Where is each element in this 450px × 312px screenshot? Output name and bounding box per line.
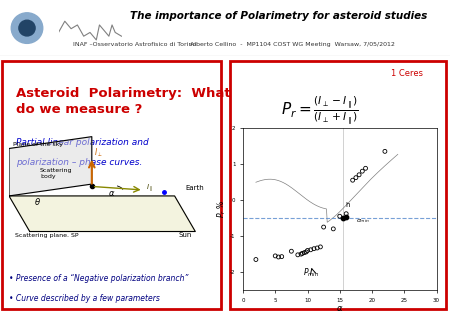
- Polygon shape: [9, 196, 195, 232]
- Circle shape: [11, 13, 43, 43]
- Text: $I_\perp$: $I_\perp$: [94, 147, 103, 159]
- Point: [359, 169, 366, 174]
- Text: $\alpha$: $\alpha$: [108, 189, 116, 198]
- Text: Asteroid  Polarimetry:  What
do we measure ?: Asteroid Polarimetry: What do we measure…: [16, 87, 230, 116]
- Point: [278, 254, 285, 259]
- Text: • Curve described by a few parameters: • Curve described by a few parameters: [9, 294, 160, 303]
- Point: [252, 257, 260, 262]
- Text: $\sigma_{min}$: $\sigma_{min}$: [356, 217, 370, 225]
- Text: Plane of the sky: Plane of the sky: [13, 142, 63, 147]
- Text: $\theta$: $\theta$: [34, 197, 41, 207]
- Y-axis label: $P_r$ %: $P_r$ %: [216, 200, 229, 218]
- Point: [275, 255, 282, 260]
- Text: Partial linear polarization and: Partial linear polarization and: [16, 138, 149, 147]
- Point: [310, 246, 318, 251]
- Point: [301, 250, 308, 255]
- Text: Scattering
body: Scattering body: [40, 168, 72, 179]
- Text: 1 Ceres: 1 Ceres: [391, 69, 423, 78]
- Circle shape: [19, 20, 35, 36]
- Text: Scattering plane. SP: Scattering plane. SP: [15, 233, 79, 238]
- Point: [307, 247, 314, 252]
- Text: $P_{min}$: $P_{min}$: [302, 267, 319, 279]
- Point: [297, 251, 305, 256]
- Polygon shape: [9, 137, 92, 196]
- Point: [352, 175, 360, 180]
- Point: [342, 215, 350, 220]
- Point: [381, 149, 388, 154]
- Point: [302, 250, 310, 255]
- Text: Earth: Earth: [185, 185, 204, 191]
- Point: [320, 225, 327, 230]
- Text: The importance of Polarimetry for asteroid studies: The importance of Polarimetry for astero…: [130, 11, 427, 21]
- Point: [294, 252, 302, 257]
- Point: [272, 253, 279, 258]
- Point: [299, 251, 306, 256]
- Point: [342, 211, 350, 216]
- Point: [336, 214, 343, 219]
- Text: Alberto Cellino  -  MP1104 COST WG Meeting  Warsaw, 7/05/2012: Alberto Cellino - MP1104 COST WG Meeting…: [190, 42, 395, 47]
- Point: [330, 227, 337, 232]
- Point: [304, 248, 311, 253]
- Text: h: h: [345, 202, 349, 208]
- Point: [339, 216, 346, 221]
- Point: [362, 166, 369, 171]
- Text: Sun: Sun: [178, 232, 192, 238]
- Text: polarization – phase curves.: polarization – phase curves.: [16, 158, 142, 168]
- Point: [288, 249, 295, 254]
- Point: [317, 244, 324, 249]
- Text: INAF –Osservatorio Astrofisico di Torino: INAF –Osservatorio Astrofisico di Torino: [73, 42, 197, 47]
- Point: [356, 172, 363, 177]
- X-axis label: $\alpha$: $\alpha$: [336, 304, 343, 312]
- Text: $P_r = \frac{(I_\perp - I_\parallel)}{(I_\perp + I_\parallel)}$: $P_r = \frac{(I_\perp - I_\parallel)}{(I…: [281, 95, 359, 128]
- Point: [314, 246, 321, 251]
- Text: $I_\parallel$: $I_\parallel$: [146, 182, 153, 193]
- Text: • Presence of a “Negative polarization branch”: • Presence of a “Negative polarization b…: [9, 274, 189, 283]
- Point: [349, 178, 356, 183]
